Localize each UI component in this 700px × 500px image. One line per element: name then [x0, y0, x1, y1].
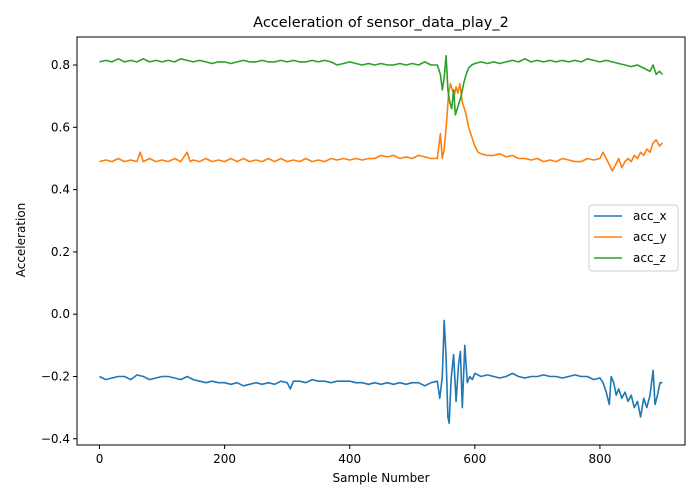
y-tick-label: 0.6: [51, 120, 70, 134]
y-tick-label: 0.2: [51, 245, 70, 259]
y-tick-label: 0.4: [51, 183, 70, 197]
x-tick-label: 600: [463, 452, 486, 466]
chart-title: Acceleration of sensor_data_play_2: [253, 15, 509, 31]
y-tick-label: −0.2: [41, 369, 70, 383]
x-tick-label: 0: [96, 452, 104, 466]
plot-area: 0 200 400 600 800 −0.4 −0.2 0.0 0.2 0.4 0.6 0.8: [41, 36, 686, 466]
y-tick-label: 0.8: [51, 58, 70, 72]
series-line-acc-z: [99, 54, 664, 116]
axes-frame: [76, 36, 686, 446]
legend-label-acc-y: acc_y: [633, 230, 667, 244]
legend-box: [588, 204, 679, 272]
legend-label-acc-x: acc_x: [633, 209, 667, 223]
y-tick-label: 0.0: [51, 307, 70, 321]
x-tick-label: 400: [338, 452, 361, 466]
y-axis-label: Acceleration: [14, 203, 28, 278]
y-tick-label: −0.4: [41, 432, 70, 446]
x-axis-label: Sample Number: [332, 471, 429, 485]
legend: acc_x acc_y acc_z: [588, 204, 679, 272]
x-tick-label: 200: [213, 452, 236, 466]
x-tick-label: 800: [588, 452, 611, 466]
series-line-acc-x: [99, 319, 663, 424]
legend-label-acc-z: acc_z: [633, 251, 666, 265]
series-line-acc-y: [99, 82, 664, 172]
